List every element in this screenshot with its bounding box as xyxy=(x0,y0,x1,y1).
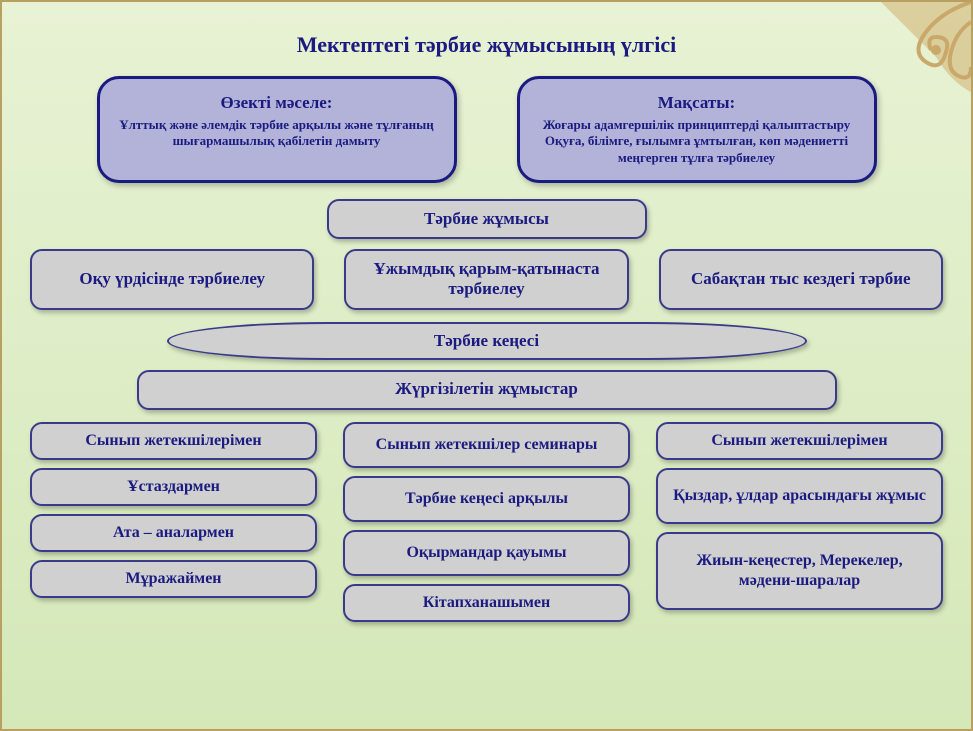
issue-header: Өзекті мәселе: xyxy=(118,93,436,113)
council-ellipse: Тәрбие кеңесі xyxy=(167,322,807,360)
box-study-process: Оқу үрдісінде тәрбиелеу xyxy=(30,249,314,310)
box-collective: Ұжымдық қарым-қатынаста тәрбиелеу xyxy=(344,249,628,310)
mid-item-3: Кітапханашымен xyxy=(343,584,630,622)
col-mid: Сынып жетекшілер семинары Тәрбие кеңесі … xyxy=(343,422,630,622)
goal-header: Мақсаты: xyxy=(538,93,856,113)
right-item-0: Сынып жетекшілерімен xyxy=(656,422,943,460)
activities-box: Жүргізілетін жұмыстар xyxy=(137,370,837,410)
goal-body: Жоғары адамгершілік принциптерді қалыпта… xyxy=(538,117,856,166)
center-row: Тәрбие жұмысы xyxy=(26,199,947,239)
left-item-0: Сынып жетекшілерімен xyxy=(30,422,317,460)
mid-item-2: Оқырмандар қауымы xyxy=(343,530,630,576)
slide-frame: Мектептегі тәрбие жұмысының үлгісі Өзект… xyxy=(0,0,973,731)
goal-box: Мақсаты: Жоғары адамгершілік принциптерд… xyxy=(517,76,877,183)
center-box: Тәрбие жұмысы xyxy=(327,199,647,239)
top-row: Өзекті мәселе: Ұлттық және әлемдік тәрби… xyxy=(26,76,947,183)
corner-ornament-icon xyxy=(881,2,971,92)
right-item-1: Қыздар, ұлдар арасындағы жұмыс xyxy=(656,468,943,524)
ellipse-row: Тәрбие кеңесі xyxy=(26,322,947,360)
mid-item-0: Сынып жетекшілер семинары xyxy=(343,422,630,468)
wide-row: Жүргізілетін жұмыстар xyxy=(26,370,947,410)
issue-body: Ұлттық және әлемдік тәрбие арқылы және т… xyxy=(118,117,436,150)
left-item-2: Ата – аналармен xyxy=(30,514,317,552)
page-title: Мектептегі тәрбие жұмысының үлгісі xyxy=(26,32,947,58)
three-row: Оқу үрдісінде тәрбиелеу Ұжымдық қарым-қа… xyxy=(26,249,947,310)
bottom-grid: Сынып жетекшілерімен Ұстаздармен Ата – а… xyxy=(26,422,947,622)
left-item-1: Ұстаздармен xyxy=(30,468,317,506)
left-item-3: Мұражаймен xyxy=(30,560,317,598)
col-left: Сынып жетекшілерімен Ұстаздармен Ата – а… xyxy=(30,422,317,622)
issue-box: Өзекті мәселе: Ұлттық және әлемдік тәрби… xyxy=(97,76,457,183)
box-extracurricular: Сабақтан тыс кездегі тәрбие xyxy=(659,249,943,310)
col-right: Сынып жетекшілерімен Қыздар, ұлдар арасы… xyxy=(656,422,943,622)
right-item-2: Жиын-кеңестер, Мерекелер, мәдени-шаралар xyxy=(656,532,943,610)
mid-item-1: Тәрбие кеңесі арқылы xyxy=(343,476,630,522)
